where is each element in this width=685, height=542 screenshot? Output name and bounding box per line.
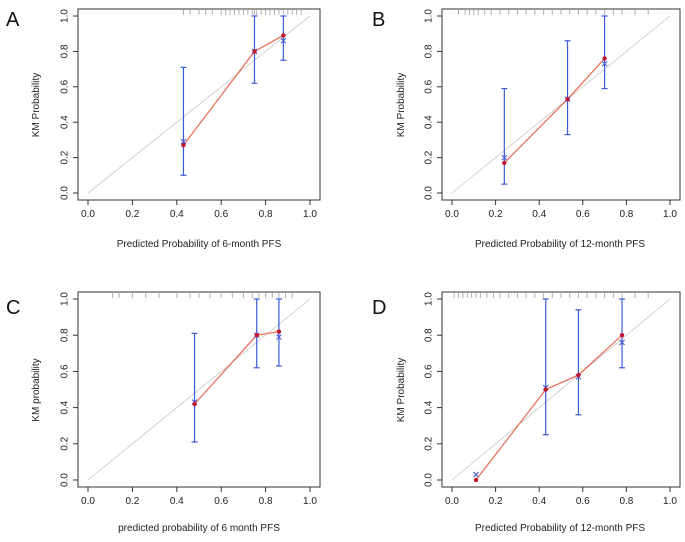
- plot-frame: [77, 8, 321, 201]
- plot-frame: [441, 291, 681, 488]
- y-tick-label: 0.4: [60, 400, 71, 414]
- x-tick-label: 0.8: [619, 209, 633, 220]
- y-tick-label: 0.4: [424, 115, 435, 129]
- calibration-curve: [182, 34, 284, 146]
- panel-letter: D: [372, 297, 386, 319]
- x-tick-label: 1.0: [303, 209, 317, 220]
- y-axis-label: KM Probability: [31, 73, 42, 137]
- km-estimate-cross: [280, 37, 287, 44]
- y-tick-label: 0.8: [60, 328, 71, 342]
- km-estimate-cross: [601, 60, 608, 67]
- x-tick-label: 0.2: [489, 496, 503, 507]
- plot-frame: [441, 8, 681, 201]
- observed-point: [252, 49, 257, 54]
- observed-point: [281, 33, 286, 38]
- y-tick-label: 0.8: [424, 328, 435, 342]
- y-tick-label: 0.6: [424, 79, 435, 93]
- x-tick-label: 0.8: [619, 496, 633, 507]
- y-tick-label: 0.0: [60, 186, 71, 200]
- y-tick-label: 0.8: [60, 44, 71, 58]
- observed-point: [565, 96, 570, 102]
- observed-point: [276, 329, 282, 334]
- x-tick-label: 0.2: [125, 496, 139, 507]
- km-estimate-cross: [619, 339, 625, 346]
- y-tick-label: 0.0: [60, 473, 71, 487]
- y-tick-label: 0.2: [424, 150, 435, 164]
- y-tick-label: 0.6: [60, 79, 71, 93]
- panel-letter: B: [372, 9, 385, 31]
- ideal-diagonal-line: [451, 15, 671, 194]
- x-tick-label: 0.4: [532, 209, 546, 220]
- x-tick-label: 0.4: [170, 496, 184, 507]
- y-tick-label: 0.2: [60, 436, 71, 450]
- calibration-panel-d: 0.0 0.2 0.4 0.6 0.8 1.0 0.0 0.2 0.4 0.6 0.8 1.0 Pred…: [372, 291, 681, 534]
- x-tick-label: 0.4: [170, 209, 184, 220]
- x-tick-label: 0.6: [576, 209, 590, 220]
- km-estimate-cross: [180, 138, 187, 145]
- calibration-panel-a: 0.0 0.2 0.4 0.6 0.8 1.0 0.0 0.2 0.4 0.6 0.8 1.0 Pred…: [6, 8, 321, 250]
- y-tick-label: 0.4: [424, 400, 435, 414]
- observed-point: [502, 160, 507, 166]
- x-tick-label: 0.0: [445, 496, 459, 507]
- x-tick-label: 0.0: [445, 209, 459, 220]
- km-estimate-cross: [473, 471, 479, 478]
- x-tick-label: 0.6: [214, 209, 228, 220]
- calibration-curve: [475, 334, 623, 481]
- y-tick-label: 0.0: [424, 186, 435, 200]
- x-axis-label: Predicted Probability of 6-month PFS: [117, 239, 282, 250]
- panel-letter: A: [6, 9, 20, 31]
- y-tick-label: 0.8: [424, 44, 435, 58]
- calibration-panel-b: 0.0 0.2 0.4 0.6 0.8 1.0 0.0 0.2 0.4 0.6 0.8 1.0 Pred…: [372, 8, 681, 250]
- x-axis-label: predicted probability of 6 month PFS: [118, 523, 280, 534]
- observed-point: [192, 401, 197, 407]
- x-tick-label: 0.2: [489, 209, 503, 220]
- x-tick-label: 0.6: [576, 496, 590, 507]
- x-axis-label: Predicted Probability of 12-month PFS: [475, 239, 645, 250]
- x-axis-label: Predicted Probability of 12-month PFS: [475, 523, 645, 534]
- y-tick-label: 1.0: [60, 292, 71, 306]
- ideal-diagonal-line: [87, 298, 311, 481]
- ideal-diagonal-line: [87, 15, 311, 194]
- y-tick-label: 0.2: [60, 150, 71, 164]
- observed-point: [576, 372, 581, 378]
- plot-frame: [77, 291, 321, 488]
- calibration-panel-c: 0.0 0.2 0.4 0.6 0.8 1.0 0.0 0.2 0.4 0.6 0.8 1.0 pred…: [6, 291, 321, 534]
- y-tick-label: 1.0: [424, 9, 435, 23]
- y-tick-label: 0.6: [424, 364, 435, 378]
- observed-point: [181, 143, 186, 148]
- x-tick-label: 0.0: [81, 209, 95, 220]
- observed-point: [602, 56, 607, 61]
- observed-point: [543, 387, 548, 392]
- x-tick-label: 0.6: [214, 496, 228, 507]
- y-tick-label: 1.0: [424, 292, 435, 306]
- observed-point: [473, 477, 479, 483]
- x-tick-label: 0.4: [532, 496, 546, 507]
- y-axis-label: KM Probability: [396, 358, 407, 422]
- y-tick-label: 0.6: [60, 364, 71, 378]
- km-estimate-cross: [501, 154, 508, 161]
- km-estimate-cross: [276, 334, 282, 340]
- y-axis-label: KM Probability: [396, 73, 407, 137]
- x-tick-label: 1.0: [303, 496, 317, 507]
- panel-letter: C: [6, 297, 20, 319]
- x-tick-label: 0.0: [81, 496, 95, 507]
- observed-point: [619, 333, 625, 338]
- x-tick-label: 1.0: [663, 496, 677, 507]
- ideal-diagonal-line: [451, 298, 671, 481]
- x-tick-label: 0.8: [259, 209, 273, 220]
- calibration-curve: [194, 330, 280, 405]
- y-axis-label: KM probability: [31, 358, 42, 421]
- y-tick-label: 0.0: [424, 473, 435, 487]
- y-tick-label: 0.4: [60, 115, 71, 129]
- observed-point: [254, 333, 259, 338]
- x-tick-label: 0.2: [125, 209, 139, 220]
- x-tick-label: 0.8: [259, 496, 273, 507]
- calibration-curve: [503, 58, 606, 164]
- x-tick-label: 1.0: [663, 209, 677, 220]
- y-tick-label: 0.2: [424, 436, 435, 450]
- y-tick-label: 1.0: [60, 9, 71, 23]
